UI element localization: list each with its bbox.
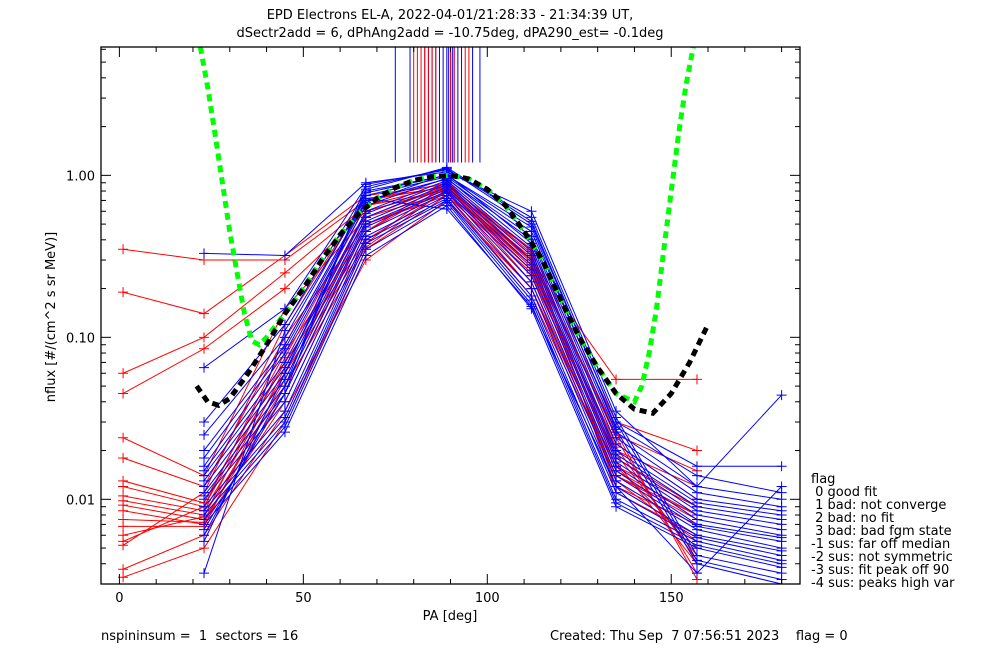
data-point-blue-23 [360, 193, 371, 204]
data-point-blue-4 [199, 429, 210, 440]
x-tick-label: 0 [115, 591, 123, 606]
data-point-blue-1 [279, 250, 290, 261]
data-point-blue-22 [611, 424, 622, 435]
data-point-blue-7 [279, 348, 290, 359]
y-tick-label: 0.10 [66, 331, 95, 346]
legend-entry: -3 sus: fit peak off 90 [811, 563, 949, 578]
series-line-blue-2 [203, 168, 782, 467]
data-point-red-1 [118, 244, 129, 255]
data-point-blue-23 [441, 203, 452, 214]
data-point-red-1 [691, 374, 702, 385]
data-point-blue-1 [776, 390, 787, 401]
series-line-blue-13 [203, 190, 782, 542]
data-point-blue-22 [526, 221, 537, 232]
legend-entry: 1 bad: not converge [811, 498, 946, 513]
x-tick-label: 150 [659, 591, 684, 606]
data-point-blue-23 [279, 325, 290, 336]
data-point-blue-2 [199, 362, 210, 373]
data-point-red-17 [118, 540, 129, 551]
series-line-red-1 [123, 186, 697, 380]
legend: flag 0 good fit 1 bad: not converge 2 ba… [811, 472, 955, 591]
series-line-red-15 [122, 184, 698, 565]
plot-area: 0 50 100 150 0.01 0.10 1.00 [66, 46, 801, 606]
data-point-red-3 [199, 332, 210, 343]
chart-title-line-1: EPD Electrons EL-A, 2022-04-01/21:28:33 … [267, 8, 634, 23]
series-line-blue-21 [203, 166, 782, 580]
data-point-blue-22 [199, 536, 210, 547]
data-point-blue-1 [199, 248, 210, 259]
series-line-blue-17 [203, 199, 782, 561]
x-tick-label: 50 [295, 591, 312, 606]
data-point-red-4 [279, 283, 290, 294]
series-line-red-17 [122, 187, 698, 580]
legend-entry: 2 bad: no fit [811, 511, 894, 526]
series-line-blue-3 [203, 174, 782, 494]
data-point-blue-21 [279, 381, 290, 392]
data-point-blue-3 [691, 470, 702, 481]
data-point-blue-23 [776, 481, 787, 492]
series-line-red-8 [122, 190, 698, 520]
legend-entry: 3 bad: bad fgm state [811, 524, 952, 539]
series-line-blue-8 [203, 179, 782, 521]
data-point-blue-23 [691, 568, 702, 579]
data-point-red-1 [611, 374, 622, 385]
series-line-blue-5 [203, 178, 782, 508]
data-point-red-4 [199, 343, 210, 354]
data-point-red-3 [118, 368, 129, 379]
data-point-red-8 [118, 481, 129, 492]
footer-right: Created: Thu Sep 7 07:56:51 2023 flag = … [550, 629, 848, 644]
data-point-red-14 [118, 521, 129, 532]
series-line-blue-14 [203, 192, 782, 549]
series-line-red-9 [122, 182, 698, 525]
series-line-blue-22 [203, 174, 782, 584]
data-point-blue-19 [360, 250, 371, 261]
data-point-red-2 [199, 308, 210, 319]
chart-title-line-2: dSectr2add = 6, dPhAng2add = -10.75deg, … [236, 26, 663, 41]
black-fit-curve [194, 172, 711, 416]
x-axis-label: PA [deg] [423, 609, 478, 624]
data-point-red-3 [279, 267, 290, 278]
legend-entry: -1 sus: far off median [811, 537, 950, 552]
data-point-blue-3 [199, 417, 210, 428]
series-line-red-10 [122, 188, 698, 536]
data-point-blue-22 [691, 558, 702, 569]
x-tick-label: 100 [475, 591, 500, 606]
data-point-red-5 [118, 432, 129, 443]
legend-entry: -2 sus: not symmetric [811, 550, 953, 565]
data-point-blue-23 [199, 568, 210, 579]
data-point-red-2 [118, 287, 129, 298]
series-line-blue-15 [203, 194, 782, 552]
series-line-blue-10 [203, 183, 782, 531]
axes: 0 50 100 150 0.01 0.10 1.00 [66, 47, 800, 606]
data-point-blue-19 [279, 427, 290, 438]
series-line-blue-7 [203, 177, 782, 516]
footer-left: nspininsum = 1 sectors = 16 [101, 629, 298, 644]
y-tick-label: 0.01 [66, 493, 95, 508]
legend-entry: -4 sus: peaks high var [811, 576, 955, 591]
series-line-red-16 [122, 182, 698, 574]
data-point-blue-23 [611, 481, 622, 492]
data-marks [118, 47, 787, 584]
data-point-blue-2 [691, 461, 702, 472]
data-point-red-12 [118, 505, 129, 516]
legend-title: flag [811, 472, 835, 487]
legend-entry: 0 good fit [811, 485, 877, 500]
data-point-blue-22 [279, 368, 290, 379]
series-line-blue-6 [203, 173, 782, 512]
data-point-blue-2 [776, 461, 787, 472]
data-point-blue-23 [526, 301, 537, 312]
data-point-red-2 [691, 445, 702, 456]
series-line-blue-23 [203, 197, 782, 574]
data-point-red-6 [118, 452, 129, 463]
y-axis-label: nflux [#/(cm^2 s sr MeV)] [44, 232, 59, 402]
data-point-red-4 [118, 388, 129, 399]
series-line-blue-16 [203, 197, 782, 556]
data-point-blue-19 [611, 501, 622, 512]
y-tick-label: 1.00 [66, 169, 95, 184]
series-line-blue-4 [203, 176, 782, 500]
